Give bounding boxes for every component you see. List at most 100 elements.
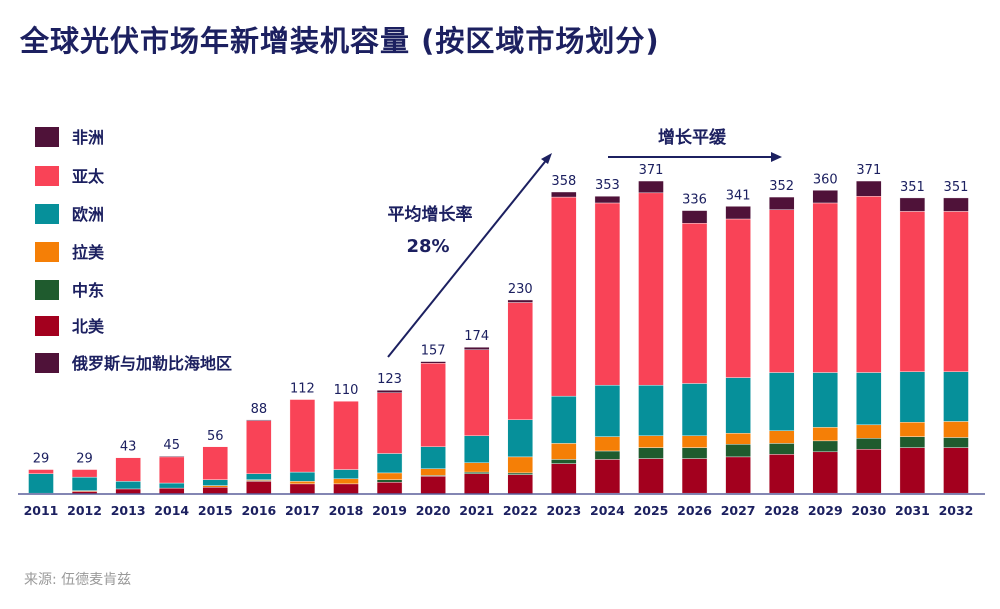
plateau-label: 增长平缓 — [658, 127, 727, 148]
x-tick-2028: 2028 — [764, 503, 799, 518]
legend-swatch-6 — [35, 353, 59, 373]
bar-segment-2028-5 — [768, 209, 795, 373]
total-label-2014: 45 — [163, 438, 180, 453]
legend-label-3: 拉美 — [72, 243, 105, 262]
bar-segment-2011-5 — [28, 469, 54, 474]
bar-segment-2020-1 — [420, 476, 446, 495]
growth-label: 平均增长率 — [388, 204, 473, 225]
total-label-2030: 371 — [856, 163, 881, 178]
bar-segment-2019-5 — [376, 392, 403, 454]
x-tick-2014: 2014 — [154, 503, 189, 518]
bar-segment-2021-2 — [464, 471, 490, 474]
bar-segment-2029-1 — [812, 451, 838, 494]
bar-segment-2032-6 — [943, 197, 969, 212]
total-label-2021: 174 — [464, 329, 489, 344]
total-label-2011: 29 — [33, 452, 50, 467]
bar-segment-2015-4 — [202, 479, 228, 486]
bar-segment-2019-1 — [376, 481, 403, 495]
bar-segment-2025-5 — [638, 192, 664, 386]
bar-segment-2019-3 — [376, 472, 403, 480]
plateau-arrow-head — [771, 152, 782, 162]
bar-segment-2024-3 — [594, 436, 621, 452]
total-label-2016: 88 — [251, 402, 268, 417]
bar-segment-2028-2 — [768, 443, 795, 455]
bar-segment-2020-5 — [420, 363, 446, 447]
legend-swatch-3 — [35, 242, 59, 262]
legend-label-6: 俄罗斯与加勒比海地区 — [71, 354, 232, 373]
bar-segment-2024-1 — [594, 459, 621, 494]
x-tick-2020: 2020 — [416, 503, 451, 518]
legend-swatch-4 — [35, 280, 59, 300]
bar-segment-2021-3 — [464, 462, 490, 473]
x-tick-2025: 2025 — [634, 503, 669, 518]
bar-segment-2021-4 — [464, 435, 490, 463]
bar-segment-2013-5 — [115, 457, 141, 482]
bar-segment-2017-4 — [289, 471, 316, 482]
x-tick-2024: 2024 — [590, 503, 625, 518]
total-label-2022: 230 — [508, 282, 533, 297]
bar-segment-2026-3 — [681, 435, 708, 448]
bar-segment-2029-4 — [812, 372, 838, 428]
bar-segment-2031-1 — [899, 447, 926, 494]
bar-segment-2023-6 — [551, 191, 577, 198]
chart-title: 全球光伏市场年新增装机容量 (按区域市场划分) — [20, 24, 660, 58]
bar-segment-2023-5 — [551, 196, 577, 397]
bar-segment-2022-3 — [507, 456, 533, 474]
bar-segment-2023-2 — [551, 459, 577, 464]
x-tick-2016: 2016 — [241, 503, 276, 518]
bar-segment-2020-3 — [420, 468, 446, 476]
bar-segment-2015-5 — [202, 446, 228, 480]
bar-segment-2019-2 — [376, 479, 403, 483]
bar-segment-2026-6 — [681, 210, 708, 224]
bar-segment-2027-6 — [725, 206, 751, 220]
total-label-2028: 352 — [769, 179, 794, 194]
legend-label-4: 中东 — [72, 281, 104, 300]
bar-segment-2031-5 — [899, 211, 926, 372]
bar-segment-2021-1 — [464, 473, 490, 495]
bar-segment-2027-1 — [725, 456, 751, 494]
bar-segment-2027-5 — [725, 218, 751, 378]
x-tick-2027: 2027 — [721, 503, 756, 518]
bar-segment-2012-5 — [71, 469, 98, 478]
bar-segment-2024-6 — [594, 196, 621, 204]
bar-segment-2014-4 — [159, 482, 185, 489]
bar-segment-2030-2 — [856, 438, 882, 450]
x-tick-2018: 2018 — [329, 503, 364, 518]
source-note: 来源: 伍德麦肯兹 — [24, 572, 132, 588]
total-label-2013: 43 — [120, 440, 137, 455]
bar-segment-2024-2 — [594, 450, 621, 460]
bar-segment-2029-5 — [812, 202, 838, 373]
bar-segment-2016-6 — [246, 419, 272, 421]
total-label-2025: 371 — [639, 163, 664, 178]
bar-segment-2032-3 — [943, 421, 969, 438]
bar-segment-2027-3 — [725, 433, 751, 445]
bar-segment-2018-1 — [333, 483, 359, 495]
bar-segment-2014-6 — [159, 455, 185, 458]
bar-segment-2013-4 — [115, 481, 141, 490]
bar-segment-2026-2 — [681, 447, 708, 459]
bar-segment-2028-4 — [768, 372, 795, 431]
x-tick-2012: 2012 — [67, 503, 102, 518]
x-tick-2026: 2026 — [677, 503, 712, 518]
bar-segment-2029-3 — [812, 427, 838, 442]
x-tick-2022: 2022 — [503, 503, 538, 518]
growth-annotation: 平均增长率 28% — [387, 153, 552, 358]
total-label-2027: 341 — [726, 188, 751, 203]
bar-segment-2030-1 — [856, 449, 882, 494]
bar-segment-2025-2 — [638, 447, 664, 459]
bar-segment-2021-6 — [464, 347, 490, 350]
total-label-2026: 336 — [682, 193, 707, 208]
bar-segment-2022-2 — [507, 472, 533, 475]
bar-segment-2014-5 — [159, 456, 185, 484]
bar-segment-2032-5 — [943, 211, 969, 372]
growth-arrow-head — [541, 153, 552, 164]
bar-segment-2022-6 — [507, 299, 533, 303]
bar-segment-2022-4 — [507, 419, 533, 458]
bar-segment-2024-5 — [594, 202, 621, 386]
legend-swatch-0 — [35, 127, 59, 147]
bar-segment-2012-4 — [71, 476, 98, 491]
bar-segment-2031-2 — [899, 436, 926, 448]
total-label-2023: 358 — [551, 174, 576, 189]
x-tick-2019: 2019 — [372, 503, 407, 518]
bar-segment-2031-4 — [899, 371, 926, 423]
